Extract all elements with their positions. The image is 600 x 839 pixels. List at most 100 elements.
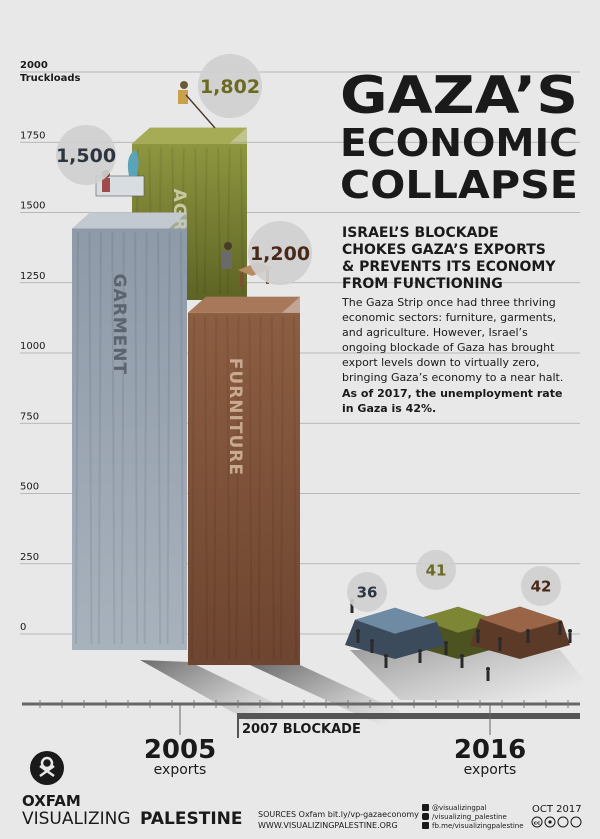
bubble [521, 566, 561, 606]
people-silhouettes [350, 599, 572, 681]
y-tick-250: 250 [20, 552, 39, 563]
vp-name-light: VISUALIZING [22, 809, 131, 829]
title-line-3: COLLAPSE [340, 163, 578, 207]
y-axis-ticks: 0 250 500 750 1000 1250 1500 1750 [20, 130, 45, 633]
data-label-agriculture: 1,802 [198, 54, 262, 118]
bar-texture [235, 316, 240, 660]
bar-texture [120, 232, 125, 645]
y-axis-title-line2: Truckloads [20, 73, 81, 84]
subtitle-block: ISRAEL’S BLOCKADE CHOKES GAZA’S EXPORTS … [342, 225, 556, 292]
bar-texture [226, 147, 231, 295]
y-tick-750: 750 [20, 411, 39, 422]
bar-2005-furniture: FURNITURE [188, 296, 300, 665]
bar-texture [248, 316, 253, 660]
body-bold-line-1: As of 2017, the unemployment rate [342, 387, 562, 400]
sources-line-1: SOURCES Oxfam bit.ly/vp-gazaeconomy [258, 810, 419, 819]
bar-texture [180, 232, 184, 645]
sources-line-2: WWW.VISUALIZINGPALESTINE.ORG [258, 821, 398, 830]
timeline: 2007 BLOCKADE 2005 exports 2016 exports [22, 700, 580, 778]
twitter-icon [422, 804, 429, 811]
bar-top-shade [188, 296, 300, 313]
date: OCT 2017 [532, 804, 582, 815]
bar-texture [204, 316, 209, 660]
y-axis-title-line1: 2000 [20, 60, 48, 71]
bar-texture [217, 147, 222, 295]
value-text: 42 [531, 577, 552, 595]
bar-texture [279, 316, 284, 660]
bar-top-shade [72, 212, 187, 229]
body-text: The Gaza Strip once had three thriving e… [341, 296, 563, 415]
bubble [198, 54, 262, 118]
bar-texture [213, 316, 218, 660]
y-tick-0: 0 [20, 622, 26, 633]
body-line-5: export levels down to virtually zero, [342, 356, 540, 369]
data-label-furniture: 1,200 [248, 221, 312, 285]
bubble [56, 125, 116, 185]
blockade-label: 2007 BLOCKADE [242, 722, 361, 737]
year-2016: 2016 [454, 735, 526, 765]
title-line-2: ECONOMIC [340, 121, 578, 165]
body-line-3: and agriculture. However, Israel’s [342, 326, 528, 339]
subtitle-line-1: ISRAEL’S BLOCKADE [342, 225, 499, 241]
social-instagram: /visualizing_palestine [432, 813, 507, 821]
year-2016-label: exports [464, 762, 517, 778]
bar-texture [226, 316, 231, 660]
vp-name-bold: PALESTINE [140, 809, 243, 829]
bar-texture [111, 232, 116, 645]
block-top [355, 607, 437, 634]
body-line-6: bringing Gaza’s economy to a near halt. [342, 371, 563, 384]
instagram-icon [422, 813, 429, 820]
social-twitter: @visualizingpal [432, 804, 487, 812]
oxfam-name: OXFAM [22, 792, 81, 810]
bar-texture [293, 316, 297, 660]
bubble [347, 572, 387, 612]
year-2005-label: exports [154, 762, 207, 778]
bar-texture [194, 147, 199, 295]
bar-2016-garment [345, 607, 445, 659]
y-tick-1750: 1750 [20, 130, 45, 141]
bar-shadows [140, 650, 600, 725]
body-bold-line-2: in Gaza is 42%. [342, 402, 436, 415]
bar-face [188, 312, 300, 665]
y-tick-1250: 1250 [20, 271, 45, 282]
bars-2005: AGRICULTUREGARMENTFURNITURE [72, 81, 300, 665]
bar-texture [191, 316, 195, 660]
body-line-2: economic sectors: furniture, garments, [342, 311, 556, 324]
social-facebook: fb.me/visualizingpalestine [432, 822, 524, 830]
body-line-4: ongoing blockade of Gaza has brought [342, 341, 555, 354]
value-text: 1,500 [56, 145, 116, 167]
bar-texture [157, 232, 162, 645]
facebook-icon [422, 822, 429, 829]
bars-2016 [345, 599, 572, 681]
value-text: 41 [426, 561, 447, 579]
creative-commons-icon: cc [531, 816, 582, 828]
bar-texture [166, 232, 171, 645]
bar-top-shade [132, 127, 247, 144]
bar-2005-garment: GARMENT [72, 212, 187, 650]
block-top [480, 606, 562, 633]
value-text: 1,802 [200, 76, 260, 98]
oxfam-logo-icon [30, 751, 64, 785]
bubble [248, 221, 312, 285]
value-text: 36 [357, 583, 378, 601]
svg-text:cc: cc [534, 821, 541, 827]
subtitle-line-2: CHOKES GAZA’S EXPORTS [342, 242, 546, 258]
bubble [416, 550, 456, 590]
footer: OXFAM VISUALIZING PALESTINE SOURCES Oxfa… [22, 751, 582, 830]
data-label-garment: 1,500 [56, 125, 116, 185]
y-tick-500: 500 [20, 482, 39, 493]
bar-texture [143, 232, 148, 645]
bar-2016-furniture [470, 606, 570, 659]
bar-texture [257, 316, 262, 660]
data-label-garment: 36 [347, 572, 387, 612]
bar-label-garment: GARMENT [109, 274, 129, 376]
data-label-agriculture: 41 [416, 550, 456, 590]
bar-texture [134, 232, 139, 645]
title-block: GAZA’S ECONOMIC COLLAPSE [340, 66, 578, 207]
value-text: 1,200 [250, 243, 310, 265]
bar-texture [97, 232, 102, 645]
year-2005: 2005 [144, 735, 216, 765]
body-line-1: The Gaza Strip once had three thriving [341, 296, 556, 309]
value-bubbles: 1,500 1,802 1,200 36 41 42 [56, 54, 561, 612]
